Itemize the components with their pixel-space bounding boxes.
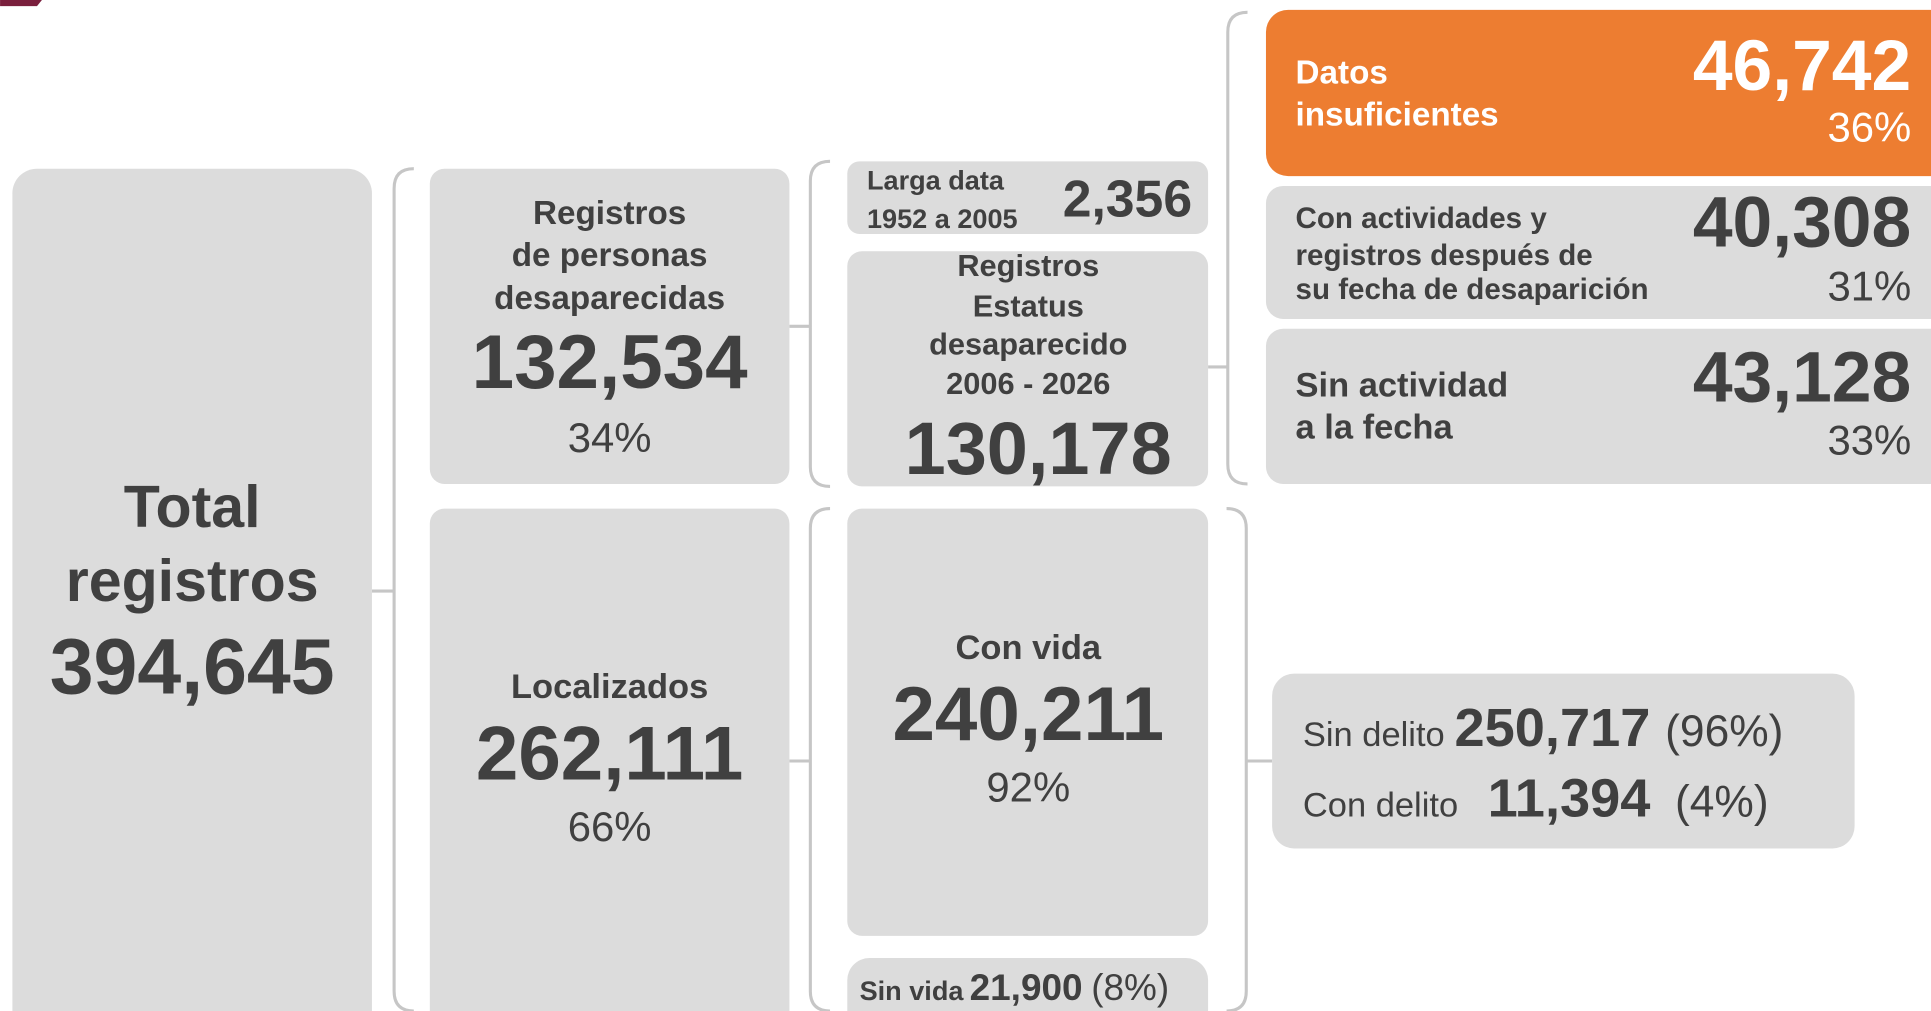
bracket [1226, 507, 1273, 1011]
label: Localizados [511, 668, 708, 706]
sin-actividad-box [1265, 328, 1931, 484]
value: 132,534 [472, 320, 748, 405]
label: Total [124, 473, 261, 540]
label: 2006 - 2026 [946, 366, 1110, 401]
total-box [12, 168, 372, 1011]
label: registros después de [1296, 239, 1593, 272]
value: 11,394 [1488, 768, 1651, 828]
value: 46,742 [1693, 26, 1911, 106]
bracket [789, 159, 831, 488]
label: 1952 a 2005 [867, 203, 1018, 234]
share: 66% [568, 803, 652, 850]
label: de personas [512, 237, 708, 274]
bracket [1208, 10, 1248, 486]
label: Con actividades y [1296, 202, 1548, 235]
label: Sin vida [860, 975, 965, 1006]
logo-fragment [0, 0, 42, 7]
datos-insuficientes-box [1265, 9, 1931, 177]
delito-box [1272, 673, 1855, 849]
value: 2,356 [1063, 170, 1192, 228]
desaparecidas-box [429, 168, 790, 484]
share: (4%) [1675, 777, 1769, 826]
value: 394,645 [50, 622, 335, 710]
label: Larga data [867, 165, 1005, 196]
share: 33% [1827, 416, 1911, 463]
label: desaparecidas [494, 280, 725, 317]
label: Con delito [1303, 786, 1458, 824]
delito-line: Sin delito 250,717 (96%) [1303, 698, 1784, 758]
value: 240,211 [892, 672, 1164, 757]
larga-data-box [847, 161, 1209, 234]
bracket [371, 167, 414, 1011]
delito-line: Con delito 11,394 (4%) [1303, 768, 1769, 828]
value: 262,111 [476, 711, 743, 796]
share: 36% [1827, 104, 1911, 151]
label: registros [66, 547, 319, 614]
label: a la fecha [1296, 408, 1454, 446]
label: Sin delito [1303, 716, 1445, 754]
label: Registros [533, 195, 686, 232]
value: 43,128 [1693, 337, 1911, 417]
estatus-box [847, 251, 1209, 487]
value: 250,717 [1455, 698, 1651, 758]
con-actividades-box [1265, 185, 1931, 319]
label: Registros [957, 248, 1099, 283]
value: 40,308 [1693, 182, 1911, 262]
share: 31% [1827, 262, 1911, 309]
value: 130,178 [905, 407, 1172, 490]
label: Estatus [973, 288, 1084, 323]
label: Sin actividad [1296, 367, 1509, 405]
label: Datos [1296, 55, 1388, 92]
con-vida-box [847, 508, 1209, 936]
share: (8%) [1091, 967, 1169, 1008]
sin-vida-line: Sin vida 21,900 (8%) [860, 967, 1170, 1008]
label: Con vida [956, 629, 1102, 667]
sin-vida-box [847, 958, 1209, 1011]
label: su fecha de desaparición [1296, 273, 1649, 306]
share: (96%) [1665, 707, 1783, 756]
label: desaparecido [929, 327, 1127, 362]
share: 92% [986, 764, 1070, 811]
value: 21,900 [970, 967, 1083, 1008]
label: insuficientes [1296, 97, 1499, 134]
localizados-box [429, 508, 790, 1011]
bracket [789, 507, 831, 1011]
share: 34% [568, 414, 652, 461]
